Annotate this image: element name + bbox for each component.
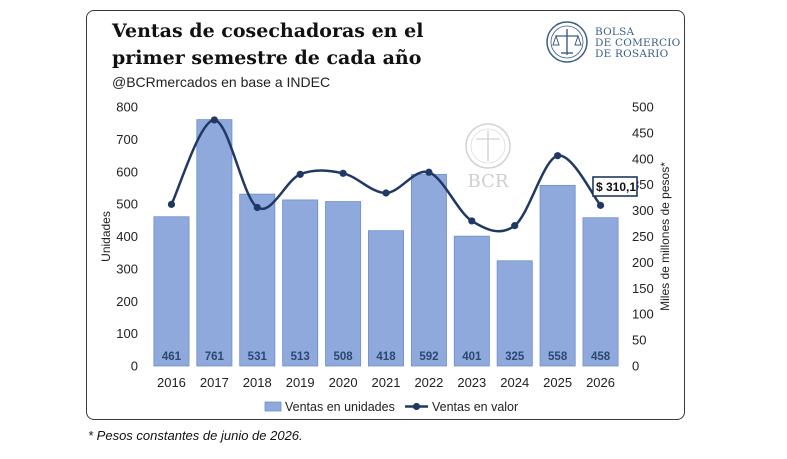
- x-tick-label: 2019: [286, 375, 315, 390]
- bar-value-label: 513: [291, 351, 310, 363]
- callout-box: [592, 176, 638, 197]
- y2-tick-label: 200: [632, 255, 654, 270]
- y2-tick-label: 50: [632, 333, 646, 348]
- bar-2020: [325, 201, 362, 367]
- bar-value-label: 761: [205, 351, 225, 363]
- legend: Ventas en unidades Ventas en valor: [264, 400, 518, 414]
- bar-2026: [582, 217, 619, 367]
- logo-text: BOLSA DE COMERCIO DE ROSARIO: [595, 27, 680, 60]
- y2-tick-label: 150: [632, 281, 654, 296]
- value-point-2018: [253, 203, 261, 212]
- bar-2016: [153, 216, 190, 367]
- bcr-logo: BOLSA DE COMERCIO DE ROSARIO: [545, 20, 685, 68]
- bars-layer: 461 761 531 513 508 418 592 401 325 558 458: [153, 119, 619, 367]
- x-tick-label: 2023: [457, 375, 486, 390]
- bar-value-label: 458: [591, 351, 611, 363]
- y2-tick-label: 300: [632, 203, 654, 218]
- bar-2023: [453, 235, 490, 367]
- value-point-2016: [167, 200, 176, 208]
- y-tick-label: 800: [116, 100, 138, 115]
- y-tick-label: 300: [116, 261, 138, 276]
- y2-tick-label: 500: [632, 100, 654, 115]
- legend-label-value: Ventas en valor: [432, 400, 518, 414]
- logo-line: BOLSA: [595, 26, 635, 38]
- y2-tick-label: 250: [632, 229, 654, 244]
- bar-2022: [410, 173, 447, 367]
- logo-line: DE ROSARIO: [595, 48, 669, 60]
- line-layer: [167, 116, 605, 233]
- bar-value-label: 418: [376, 351, 396, 363]
- chart-title: Ventas de cosechadoras en el primer seme…: [112, 20, 424, 69]
- value-point-2022: [425, 168, 433, 176]
- watermark-text: BCR: [468, 171, 509, 192]
- bar-2024: [496, 260, 533, 367]
- bar-2019: [282, 199, 319, 367]
- logo-line: DE COMERCIO: [595, 37, 681, 49]
- legend-bar-swatch: [264, 401, 282, 412]
- x-tick-label: 2018: [243, 375, 272, 390]
- x-tick-label: 2024: [500, 375, 529, 390]
- legend-label-units: Ventas en unidades: [285, 400, 395, 414]
- bar-2018: [239, 193, 276, 367]
- value-point-2021: [382, 189, 390, 197]
- bar-value-label: 461: [162, 351, 182, 363]
- y-tick-label: 600: [116, 164, 138, 179]
- x-tick-label: 2025: [543, 375, 572, 390]
- y-tick-label: 200: [116, 294, 138, 309]
- chart-subtitle: @BCRmercados en base a INDEC: [112, 74, 331, 90]
- value-callout: $ 310,1: [592, 176, 638, 197]
- watermark-seal-icon: [465, 123, 511, 169]
- value-point-2019: [296, 170, 304, 178]
- y2-tick-label: 450: [632, 125, 654, 140]
- x-tick-label: 2022: [414, 375, 443, 390]
- bar-2017: [196, 119, 233, 367]
- y2-tick-label: 400: [632, 151, 654, 166]
- y-tick-label: 700: [116, 132, 138, 147]
- bar-2025: [539, 184, 576, 367]
- y-tick-label: 500: [116, 197, 138, 212]
- x-tick-label: 2016: [157, 375, 186, 390]
- bar-value-label: 401: [462, 351, 482, 363]
- watermark: BCR: [465, 123, 511, 192]
- footnote: * Pesos constantes de junio de 2026.: [88, 428, 303, 443]
- value-point-2023: [468, 217, 476, 225]
- value-point-2017: [210, 116, 218, 124]
- y2-axis-label: Miles de millones de pesos*: [658, 162, 672, 311]
- y-tick-label: 400: [116, 229, 138, 244]
- value-point-2026: [596, 201, 605, 209]
- bar-value-label: 325: [505, 351, 525, 363]
- value-point-2020: [339, 169, 347, 177]
- bar-value-label: 592: [419, 351, 438, 363]
- value-point-2025: [554, 152, 562, 160]
- x-tick-label: 2021: [372, 375, 401, 390]
- legend-line-marker: [412, 402, 421, 411]
- bar-value-label: 508: [333, 351, 353, 363]
- y-tick-label: 0: [131, 359, 138, 374]
- y-tick-label: 100: [116, 326, 138, 341]
- x-tick-label: 2026: [586, 375, 615, 390]
- y2-tick-label: 100: [632, 307, 654, 322]
- value-line: [170, 118, 602, 233]
- y-axis-label: Unidades: [99, 211, 113, 262]
- bar-2021: [368, 230, 404, 367]
- y2-tick-label: 0: [632, 359, 639, 374]
- bcr-seal-icon: [546, 21, 588, 63]
- value-point-2024: [511, 222, 519, 230]
- x-tick-label: 2017: [200, 375, 229, 390]
- x-tick-label: 2020: [329, 375, 358, 390]
- bar-value-label: 558: [548, 351, 568, 363]
- axes-layer: 0 100 200 300 400 500 600 700 800 0 50 100 150 200 250…: [99, 100, 672, 391]
- bar-value-label: 531: [248, 351, 268, 363]
- callout-text: $ 310,1: [596, 180, 636, 194]
